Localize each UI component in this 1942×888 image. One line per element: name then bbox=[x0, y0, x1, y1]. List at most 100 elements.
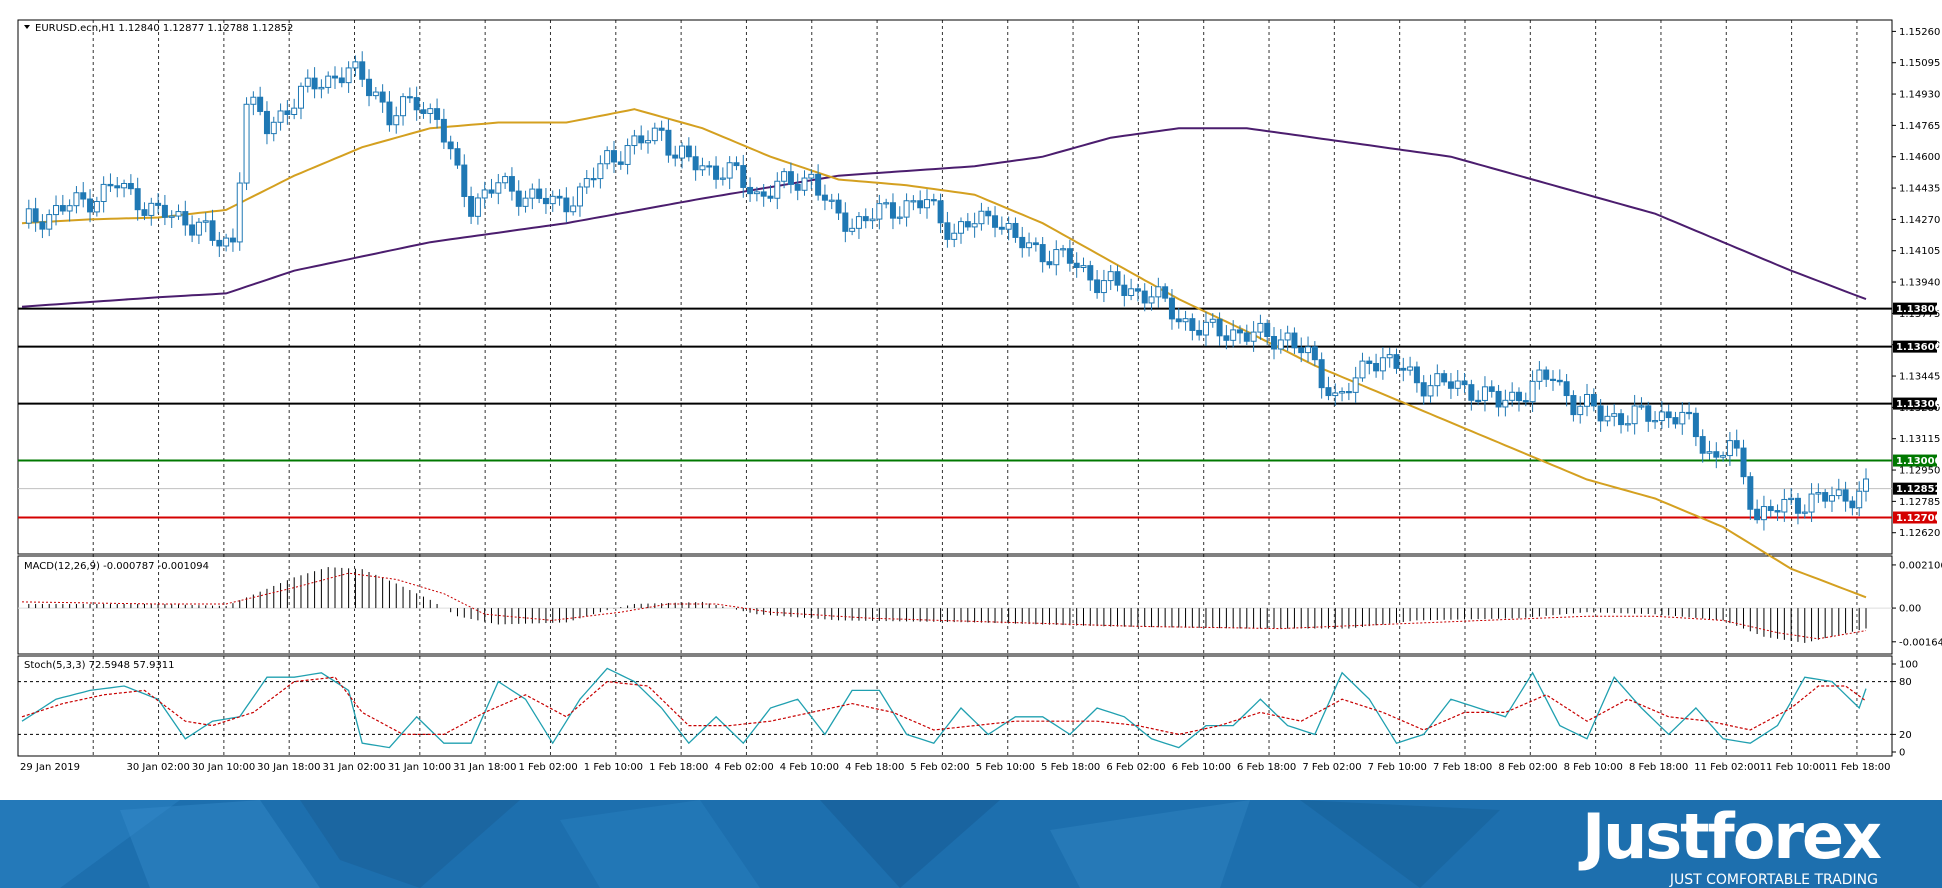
price-tick-label: 1.12620 bbox=[1899, 528, 1940, 539]
candle-body bbox=[1611, 413, 1618, 417]
time-axis-label: 8 Feb 02:00 bbox=[1498, 762, 1557, 773]
candle-body bbox=[1318, 359, 1325, 389]
candle-body bbox=[767, 195, 774, 199]
candle-body bbox=[1175, 318, 1182, 323]
candle-body bbox=[896, 216, 903, 219]
time-axis-label: 30 Jan 10:00 bbox=[192, 762, 255, 773]
candle-body bbox=[73, 192, 80, 207]
candle-body bbox=[209, 220, 216, 241]
time-axis-label: 1 Feb 18:00 bbox=[649, 762, 708, 773]
level-badge-label: 1.13300 bbox=[1896, 399, 1942, 410]
candle-body bbox=[1060, 248, 1067, 251]
candle-body bbox=[366, 78, 373, 97]
candle-body bbox=[624, 145, 631, 165]
time-axis-label: 4 Feb 18:00 bbox=[845, 762, 904, 773]
price-tick-label: 1.15095 bbox=[1899, 58, 1940, 69]
macd-tick-label: 0.002106 bbox=[1899, 560, 1942, 571]
candle-body bbox=[304, 77, 311, 87]
candle-body bbox=[66, 205, 73, 212]
candle-body bbox=[638, 135, 645, 144]
candle-body bbox=[1481, 386, 1488, 401]
candle-body bbox=[570, 205, 577, 213]
candle-body bbox=[189, 224, 196, 236]
price-tick-label: 1.14270 bbox=[1899, 215, 1940, 226]
candle-body bbox=[930, 199, 937, 202]
candle-body bbox=[917, 200, 924, 209]
candle-body bbox=[801, 177, 808, 191]
brand-logo: Justforex JUST COMFORTABLE TRADING bbox=[1582, 802, 1882, 888]
candle-body bbox=[1536, 369, 1543, 382]
candle-body bbox=[1400, 367, 1407, 371]
candle-body bbox=[59, 205, 66, 212]
candle-body bbox=[325, 75, 332, 88]
time-axis-label: 6 Feb 10:00 bbox=[1172, 762, 1231, 773]
candle-body bbox=[1094, 279, 1101, 294]
candle-body bbox=[944, 222, 951, 240]
candle-body bbox=[760, 191, 767, 197]
candle-body bbox=[1223, 335, 1230, 341]
candle-body bbox=[1461, 380, 1468, 386]
time-axis-label: 8 Feb 10:00 bbox=[1564, 762, 1623, 773]
candle-body bbox=[699, 165, 706, 171]
candle-body bbox=[1754, 508, 1761, 521]
candle-body bbox=[1209, 318, 1216, 323]
candle-body bbox=[1842, 489, 1849, 502]
candle-body bbox=[243, 103, 250, 184]
time-axis-label: 11 Feb 18:00 bbox=[1825, 762, 1891, 773]
candle-body bbox=[1577, 405, 1584, 416]
moving-average-slow bbox=[21, 127, 1867, 308]
candle-body bbox=[1495, 390, 1502, 408]
candle-body bbox=[277, 110, 284, 123]
price-tick-label: 1.14600 bbox=[1899, 152, 1940, 163]
candle-body bbox=[522, 197, 529, 207]
candle-body bbox=[679, 145, 686, 159]
candle-body bbox=[1706, 451, 1713, 454]
candle-body bbox=[1216, 318, 1223, 337]
candle-body bbox=[1073, 262, 1080, 269]
candle-body bbox=[706, 165, 713, 168]
candle-body bbox=[1046, 261, 1053, 266]
price-tick-label: 1.13445 bbox=[1899, 372, 1940, 383]
moving-average-fast bbox=[21, 108, 1867, 599]
stoch-tick-label: 20 bbox=[1899, 730, 1912, 741]
price-tick-label: 1.14930 bbox=[1899, 90, 1940, 101]
candle-body bbox=[583, 178, 590, 188]
candle-body bbox=[1325, 387, 1332, 397]
candle-body bbox=[1699, 436, 1706, 454]
candle-body bbox=[1849, 500, 1856, 509]
time-axis-label: 4 Feb 02:00 bbox=[714, 762, 773, 773]
candle-body bbox=[1447, 381, 1454, 389]
candle-body bbox=[1012, 222, 1019, 238]
candle-body bbox=[1284, 332, 1291, 341]
candle-body bbox=[481, 189, 488, 199]
candle-body bbox=[1475, 399, 1482, 403]
candle-body bbox=[726, 162, 733, 179]
candle-body bbox=[1672, 417, 1679, 425]
macd-tick-label: -0.001646 bbox=[1899, 637, 1942, 648]
candle-body bbox=[733, 162, 740, 167]
candle-body bbox=[1379, 357, 1386, 372]
candle-body bbox=[815, 173, 822, 196]
time-axis-label: 1 Feb 10:00 bbox=[584, 762, 643, 773]
symbol-dropdown-icon bbox=[24, 25, 30, 29]
candle-body bbox=[257, 96, 264, 112]
candle-body bbox=[672, 154, 679, 159]
candle-body bbox=[1597, 405, 1604, 422]
level-badge bbox=[1893, 511, 1937, 524]
candle-body bbox=[406, 96, 413, 99]
candle-body bbox=[359, 61, 366, 80]
candle-body bbox=[1563, 381, 1570, 397]
price-tick-label: 1.14105 bbox=[1899, 246, 1940, 257]
candle-body bbox=[849, 227, 856, 232]
candle-body bbox=[1863, 478, 1869, 492]
candle-body bbox=[127, 182, 134, 190]
candle-body bbox=[1543, 369, 1550, 380]
price-tick-label: 1.14435 bbox=[1899, 184, 1940, 195]
candle-body bbox=[216, 239, 223, 247]
candle-body bbox=[781, 171, 788, 182]
price-tick-label: 1.13115 bbox=[1899, 434, 1940, 445]
candle-body bbox=[1128, 288, 1135, 297]
level-badge-label: 1.12700 bbox=[1896, 513, 1942, 524]
candle-body bbox=[1781, 498, 1788, 513]
candle-body bbox=[1509, 391, 1516, 401]
